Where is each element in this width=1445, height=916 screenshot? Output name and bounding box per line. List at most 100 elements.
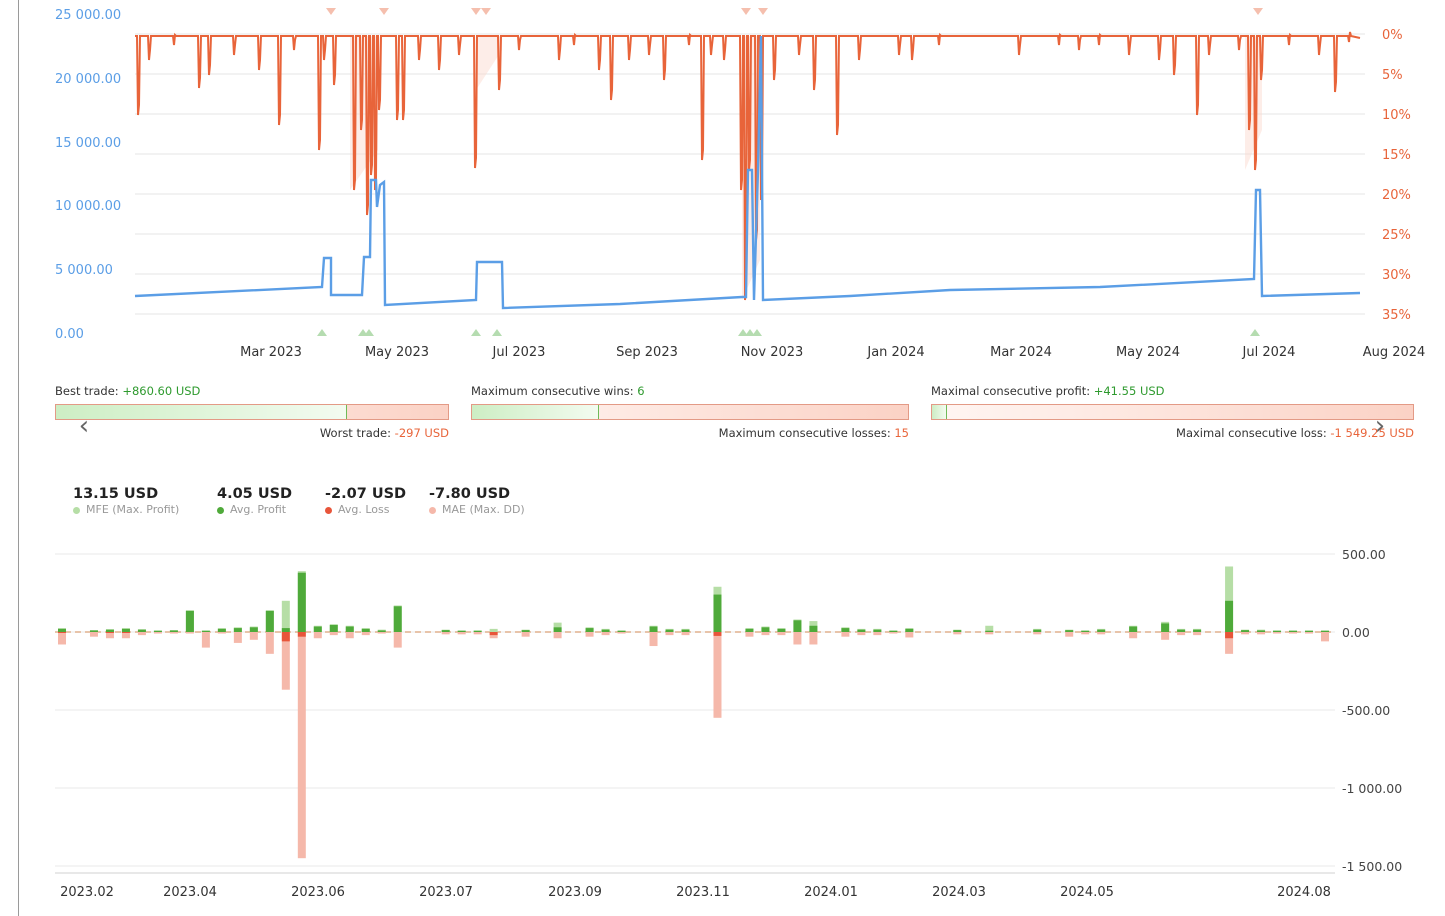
bar-mae-max-dd-: [953, 632, 962, 635]
bar-mae-max-dd-: [121, 632, 130, 639]
bar-mae-max-dd-: [665, 632, 674, 636]
drawdown-tick: 0%: [1382, 28, 1403, 43]
bar-mae-max-dd-: [265, 632, 274, 654]
max-loss-value: -1 549.25 USD: [1330, 426, 1414, 440]
avg-loss-dot: [325, 506, 332, 514]
bar-mae-max-dd-: [777, 632, 786, 636]
wins-fill: [472, 405, 600, 419]
bar-mae-max-dd-: [857, 632, 866, 636]
bar-avg-profit: [1193, 629, 1202, 632]
top-grid: [135, 33, 1365, 315]
bar-mae-max-dd-: [249, 632, 258, 640]
deal-out-marker: [1253, 8, 1263, 15]
avg-loss-label: Avg. Loss: [338, 503, 390, 516]
bar-avg-profit: [1097, 629, 1106, 632]
drawdown-tick: 35%: [1382, 308, 1411, 323]
bar-avg-profit: [1033, 629, 1042, 632]
drawdown-axis: 0% 5% 10% 15% 20% 25% 30% 35%: [1382, 28, 1411, 323]
bar-mae-max-dd-: [1081, 632, 1090, 635]
bar-avg-profit: [281, 628, 290, 632]
profit-fill: [932, 405, 948, 419]
deal-out-marker: [471, 8, 481, 15]
avg-profit-dot: [217, 506, 224, 514]
bar-avg-profit: [681, 629, 690, 632]
legend-avg-profit: 4.05 USD Avg. Profit: [217, 486, 292, 516]
bar-mae-max-dd-: [681, 632, 690, 636]
bar-series: [58, 566, 1329, 859]
worst-trade-row: Worst trade: -297 USD: [55, 426, 449, 440]
bar-mae-max-dd-: [649, 632, 658, 647]
bar-avg-profit: [153, 630, 162, 632]
bar-avg-loss: [489, 632, 498, 636]
bar-avg-profit: [393, 606, 402, 632]
worst-trade-label: Worst trade:: [319, 426, 392, 440]
max-profit-row: Maximal consecutive profit: +41.55 USD: [931, 384, 1414, 398]
date-tick: 2023.11: [676, 885, 730, 900]
drawdown-tick: 5%: [1382, 68, 1403, 83]
balance-line: [134, 35, 1361, 310]
date-tick: 2024.05: [1060, 885, 1114, 900]
deal-in-marker: [752, 329, 762, 336]
bar-avg-profit: [585, 628, 594, 632]
bar-avg-profit: [265, 610, 274, 632]
bar-mae-max-dd-: [793, 632, 802, 645]
next-arrow-icon[interactable]: ›: [1374, 411, 1386, 441]
bar-avg-profit: [985, 630, 994, 632]
bar-mfe-max-profit-: [1225, 566, 1234, 632]
bar-avg-profit: [1241, 630, 1250, 632]
bar-avg-profit: [521, 630, 530, 632]
bar-mae-max-dd-: [873, 632, 882, 636]
bar-mfe-max-profit-: [281, 600, 290, 632]
mfe-value: 13.15 USD: [73, 486, 159, 502]
worst-trade-value: -297 USD: [394, 426, 449, 440]
bar-avg-profit: [329, 624, 338, 632]
bar-avg-profit: [377, 630, 386, 632]
best-worst-trade-block: Best trade: +860.60 USD Worst trade: -29…: [55, 384, 449, 440]
bar-avg-profit: [953, 630, 962, 632]
bar-avg-profit: [169, 630, 178, 632]
consecutive-wins-block: Maximum consecutive wins: 6 Maximum cons…: [471, 384, 909, 440]
value-tick: 500.00: [1342, 547, 1386, 562]
bar-mae-max-dd-: [1273, 632, 1282, 634]
mae-label: MAE (Max. DD): [442, 503, 525, 516]
date-tick: 2024.03: [932, 885, 986, 900]
date-tick: May 2023: [365, 345, 429, 360]
deal-in-marker: [738, 329, 748, 336]
bar-mae-max-dd-: [297, 632, 306, 859]
drawdown-area: [350, 36, 1262, 300]
mae-dot: [429, 506, 436, 514]
legend-avg-loss: -2.07 USD Avg. Loss: [325, 486, 406, 516]
frame-border: [18, 0, 19, 916]
best-trade-value: +860.60 USD: [122, 384, 201, 398]
deal-out-marker: [379, 8, 389, 15]
bar-mae-max-dd-: [217, 632, 226, 634]
prev-arrow-icon[interactable]: ‹: [78, 411, 90, 441]
mfe-label: MFE (Max. Profit): [86, 503, 180, 516]
bar-avg-profit: [553, 627, 562, 632]
bar-avg-profit: [185, 610, 194, 632]
bar-avg-profit: [1129, 626, 1138, 632]
bar-avg-profit: [809, 625, 818, 632]
max-profit-value: +41.55 USD: [1093, 384, 1165, 398]
mae-label-row: MAE (Max. DD): [429, 503, 525, 516]
bar-avg-profit: [217, 628, 226, 632]
bar-mae-max-dd-: [457, 632, 466, 635]
bar-mae-max-dd-: [169, 632, 178, 634]
bar-mae-max-dd-: [889, 632, 898, 634]
bar-avg-loss: [297, 632, 306, 637]
bar-avg-profit: [1273, 630, 1282, 632]
date-tick: Nov 2023: [741, 345, 804, 360]
date-tick: Aug 2024: [1363, 345, 1426, 360]
bar-avg-profit: [473, 630, 482, 632]
bar-avg-profit: [601, 629, 610, 632]
value-tick: -1 500.00: [1342, 859, 1402, 874]
bar-avg-profit: [297, 572, 306, 632]
date-tick: 2023.02: [60, 885, 114, 900]
bar-avg-profit: [1225, 600, 1234, 632]
balance-drawdown-chart: 25 000.00 20 000.00 15 000.00 10 000.00 5 00…: [55, 8, 1426, 360]
deal-markers: [317, 8, 1263, 336]
value-tick: -500.00: [1342, 703, 1390, 718]
bar-avg-profit: [1065, 630, 1074, 632]
avg-loss-label-row: Avg. Loss: [325, 503, 406, 516]
bar-mae-max-dd-: [377, 632, 386, 634]
